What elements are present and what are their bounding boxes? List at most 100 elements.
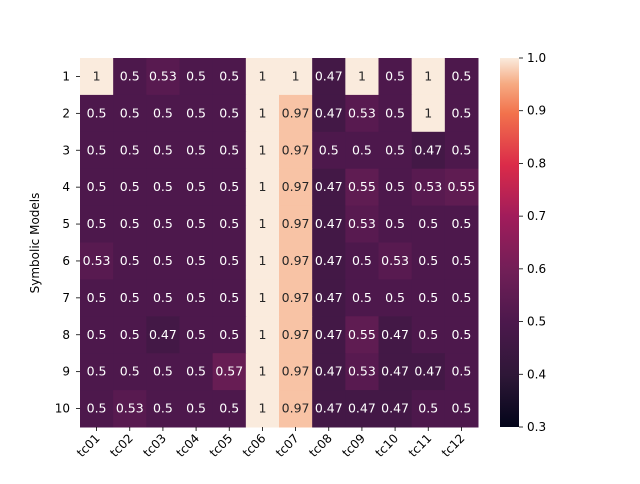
cell-value-label: 0.5 bbox=[385, 216, 405, 231]
heatmap-cell bbox=[279, 390, 313, 428]
cell-value-label: 0.5 bbox=[120, 105, 140, 120]
heatmap-cell bbox=[245, 131, 280, 170]
cell-value-label: 0.55 bbox=[348, 179, 376, 194]
cell-value-label: 1 bbox=[358, 68, 366, 83]
cell-value-label: 0.5 bbox=[219, 68, 239, 83]
heatmap-cell bbox=[312, 168, 346, 207]
cell-value-label: 0.5 bbox=[87, 142, 107, 157]
heatmap-cell bbox=[444, 279, 479, 317]
colorbar-tick-label: 0.8 bbox=[527, 156, 546, 170]
cell-value-label: 0.53 bbox=[116, 401, 144, 416]
heatmap-cell bbox=[279, 205, 313, 243]
heatmap-cell bbox=[146, 168, 180, 207]
cell-value-label: 0.47 bbox=[381, 327, 409, 342]
cell-value-label: 1 bbox=[258, 105, 266, 120]
heatmap-cell bbox=[80, 58, 114, 96]
heatmap-cell bbox=[113, 316, 147, 354]
cell-value-label: 0.5 bbox=[120, 364, 140, 379]
x-tick-label: tc05 bbox=[207, 431, 236, 460]
cell-value-label: 1 bbox=[292, 68, 300, 83]
heatmap-cell bbox=[179, 58, 214, 96]
cell-value-label: 0.5 bbox=[385, 142, 405, 157]
heatmap-cell bbox=[245, 58, 280, 96]
colorbar-tick-label: 0.9 bbox=[527, 104, 546, 118]
cell-value-label: 0.57 bbox=[215, 364, 243, 379]
heatmap-cell bbox=[279, 58, 313, 96]
cell-value-label: 0.5 bbox=[120, 327, 140, 342]
heatmap-cell bbox=[179, 131, 214, 170]
cell-value-label: 1 bbox=[93, 68, 101, 83]
cell-value-label: 0.5 bbox=[120, 216, 140, 231]
heatmap-cell-labels: 1 0.5 0.53 0.5 0.5 1 1 0.47 1 0.5 1 0.5 0.5 0.5 0.5 0.5… bbox=[83, 68, 476, 415]
cell-value-label: 0.97 bbox=[282, 290, 310, 305]
cell-value-label: 0.5 bbox=[219, 327, 239, 342]
heatmap-cell bbox=[146, 205, 180, 243]
colorbar-tick-label: 0.6 bbox=[527, 262, 546, 276]
heatmap-cell bbox=[378, 58, 413, 96]
heatmap-cell bbox=[378, 316, 413, 354]
cell-value-label: 0.5 bbox=[186, 290, 206, 305]
cell-value-label: 0.5 bbox=[120, 290, 140, 305]
heatmap-cell bbox=[345, 390, 379, 428]
heatmap-cell bbox=[245, 279, 280, 317]
heatmap-cell bbox=[312, 58, 346, 96]
heatmap-cell bbox=[411, 279, 446, 317]
heatmap-cell bbox=[444, 94, 479, 133]
cell-value-label: 0.5 bbox=[451, 68, 471, 83]
cell-value-label: 0.5 bbox=[451, 290, 471, 305]
cell-value-label: 1 bbox=[424, 68, 432, 83]
heatmap-cell bbox=[212, 279, 247, 317]
cell-value-label: 0.5 bbox=[120, 253, 140, 268]
heatmap-cell bbox=[411, 168, 446, 207]
cell-value-label: 0.5 bbox=[352, 142, 372, 157]
heatmap-cell bbox=[80, 316, 114, 354]
cell-value-label: 0.47 bbox=[348, 401, 376, 416]
cell-value-label: 0.47 bbox=[315, 216, 343, 231]
cell-value-label: 0.5 bbox=[153, 364, 173, 379]
heatmap-cell bbox=[345, 242, 379, 280]
heatmap-cell bbox=[444, 131, 479, 170]
heatmap-cell bbox=[245, 168, 280, 207]
colorbar-tick-label: 1.0 bbox=[527, 51, 546, 65]
cell-value-label: 0.5 bbox=[87, 364, 107, 379]
y-tick-label: 8 bbox=[62, 328, 70, 342]
cell-value-label: 0.5 bbox=[87, 216, 107, 231]
heatmap-cell bbox=[411, 205, 446, 243]
heatmap-cell bbox=[212, 242, 247, 280]
cell-value-label: 0.5 bbox=[385, 68, 405, 83]
heatmap-cell bbox=[179, 316, 214, 354]
colorbar-tick-label: 0.7 bbox=[527, 209, 546, 223]
x-tick-label: tc06 bbox=[240, 431, 269, 460]
heatmap-cell bbox=[80, 131, 114, 170]
colorbar-tick-label: 0.5 bbox=[527, 315, 546, 329]
cell-value-label: 0.53 bbox=[149, 68, 177, 83]
cell-value-label: 0.5 bbox=[451, 142, 471, 157]
heatmap-cell bbox=[345, 205, 379, 243]
cell-value-label: 0.47 bbox=[315, 327, 343, 342]
cell-value-label: 0.5 bbox=[120, 179, 140, 194]
cell-value-label: 0.5 bbox=[153, 105, 173, 120]
cell-value-label: 0.5 bbox=[451, 364, 471, 379]
cell-value-label: 0.5 bbox=[186, 253, 206, 268]
cell-value-label: 0.47 bbox=[315, 290, 343, 305]
heatmap-cell bbox=[444, 205, 479, 243]
heatmap-cell bbox=[411, 131, 446, 170]
cell-value-label: 0.5 bbox=[219, 253, 239, 268]
cell-value-label: 0.5 bbox=[219, 105, 239, 120]
cell-value-label: 0.47 bbox=[315, 364, 343, 379]
cell-value-label: 0.47 bbox=[381, 401, 409, 416]
x-axis: tc01 tc02 tc03 tc04 tc05 tc06 tc07 tc08 tc09 tc10… bbox=[74, 427, 468, 460]
cell-value-label: 0.5 bbox=[352, 290, 372, 305]
cell-value-label: 0.47 bbox=[381, 364, 409, 379]
heatmap-cell bbox=[279, 168, 313, 207]
heatmap-cell bbox=[179, 94, 214, 133]
cell-value-label: 0.5 bbox=[186, 142, 206, 157]
heatmap-cell bbox=[245, 205, 280, 243]
cell-value-label: 0.5 bbox=[352, 253, 372, 268]
cell-value-label: 0.5 bbox=[219, 401, 239, 416]
heatmap-cell bbox=[146, 94, 180, 133]
heatmap-cell bbox=[146, 353, 180, 391]
y-tick-label: 9 bbox=[62, 365, 70, 379]
heatmap-cell bbox=[378, 205, 413, 243]
